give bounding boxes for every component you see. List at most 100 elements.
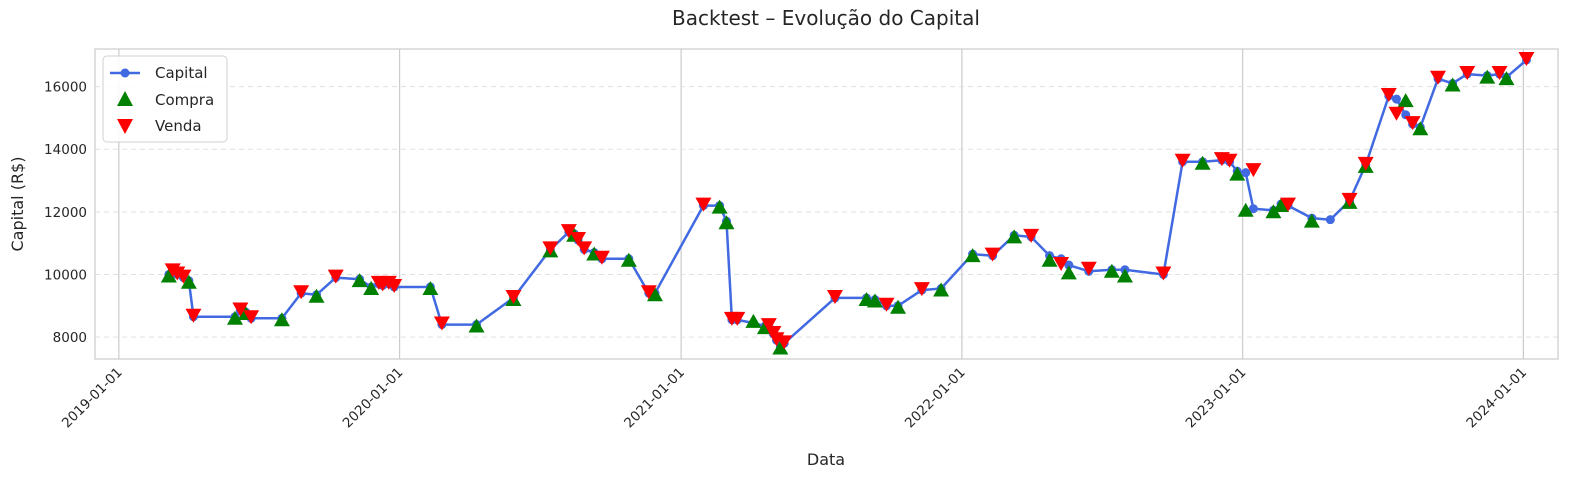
sell-marker — [542, 241, 559, 256]
buy-marker — [1265, 204, 1282, 219]
legend-buy-label: Compra — [155, 91, 214, 109]
y-tick-label: 14000 — [44, 142, 87, 158]
buy-marker — [422, 280, 439, 295]
x-tick-label: 2023-01-01 — [1183, 365, 1250, 432]
buy-marker — [711, 199, 728, 214]
sell-marker — [293, 285, 310, 300]
buy-marker — [1498, 71, 1515, 86]
buy-marker — [1237, 202, 1254, 217]
y-tick-label: 12000 — [44, 205, 87, 221]
capital-point — [1248, 204, 1258, 214]
legend-sell-marker — [117, 119, 133, 134]
buy-marker — [1479, 69, 1496, 84]
y-tick-label: 8000 — [53, 330, 87, 346]
buy-marker — [933, 282, 950, 297]
legend-capital-marker — [120, 68, 130, 78]
sell-marker — [570, 232, 587, 247]
sell-marker — [1491, 66, 1508, 81]
trade-markers — [160, 51, 1535, 355]
sell-marker — [640, 285, 657, 300]
sell-marker — [386, 278, 403, 293]
sell-marker — [1459, 66, 1476, 81]
sell-marker — [1518, 51, 1535, 66]
sell-marker — [1388, 106, 1405, 121]
x-axis-label: Data — [807, 450, 845, 469]
y-tick-label: 10000 — [44, 267, 87, 283]
sell-marker — [984, 247, 1001, 262]
chart-title: Backtest – Evolução do Capital — [672, 6, 980, 30]
sell-marker — [1280, 197, 1297, 212]
buy-marker — [1060, 265, 1077, 280]
sell-marker — [505, 289, 522, 304]
legend-box — [102, 55, 228, 143]
buy-marker — [308, 288, 325, 303]
sell-marker — [327, 269, 344, 284]
buy-marker — [1103, 263, 1120, 278]
buy-marker — [1412, 121, 1429, 136]
buy-marker — [890, 299, 907, 314]
buy-marker — [1041, 252, 1058, 267]
sell-marker — [695, 197, 712, 212]
x-tick-label: 2022-01-01 — [902, 365, 969, 432]
buy-marker — [468, 318, 485, 333]
buy-marker — [745, 313, 762, 328]
x-tick-label: 2021-01-01 — [621, 365, 688, 432]
plot-background — [95, 49, 1558, 359]
sell-marker — [1245, 163, 1262, 178]
y-axis-ticks: 8000 10000 12000 14000 16000 — [44, 80, 87, 347]
sell-marker — [593, 250, 610, 265]
buy-marker — [1273, 198, 1290, 212]
sell-marker — [1174, 153, 1191, 168]
sell-marker — [243, 310, 260, 325]
x-axis-ticks: 2019-01-01 2020-01-01 2021-01-01 2022-01-01… — [59, 365, 1530, 432]
capital-point — [1391, 94, 1401, 104]
sell-marker — [560, 224, 577, 239]
buy-marker — [1116, 268, 1133, 283]
sell-marker — [776, 335, 793, 350]
buy-marker — [180, 274, 197, 289]
buy-marker — [646, 287, 663, 302]
sell-marker — [1404, 116, 1421, 131]
x-tick-label: 2019-01-01 — [59, 365, 126, 432]
sell-marker — [1023, 228, 1040, 243]
sell-marker — [1357, 156, 1374, 171]
buy-marker — [1444, 77, 1461, 92]
sell-marker — [1080, 261, 1097, 276]
buy-marker — [718, 215, 735, 230]
buy-marker — [1229, 166, 1246, 181]
sell-marker — [878, 297, 895, 312]
buy-marker — [363, 280, 380, 295]
sell-marker — [1053, 257, 1070, 272]
buy-marker — [1397, 93, 1414, 108]
capital-point — [1064, 260, 1074, 270]
buy-marker — [1006, 229, 1023, 244]
buy-marker — [351, 273, 368, 288]
sell-marker — [913, 282, 930, 297]
legend-buy-marker — [117, 91, 133, 106]
y-axis-label: Capital (R$) — [8, 157, 27, 252]
x-tick-label: 2024-01-01 — [1463, 365, 1530, 432]
plot-frame — [94, 48, 1559, 360]
sell-marker — [175, 269, 192, 284]
y-tick-label: 16000 — [44, 80, 87, 96]
buy-marker — [1303, 213, 1320, 228]
sell-marker — [1155, 266, 1172, 281]
sell-marker — [826, 289, 843, 304]
buy-marker — [226, 310, 243, 325]
buy-marker — [620, 252, 637, 267]
grid — [95, 49, 1558, 359]
buy-marker — [964, 248, 981, 263]
buy-marker — [866, 293, 883, 308]
sell-marker — [185, 308, 202, 323]
legend: Capital Compra Venda — [102, 55, 228, 143]
x-tick-label: 2020-01-01 — [340, 365, 407, 432]
sell-marker — [232, 302, 249, 317]
capital-point — [1241, 168, 1251, 178]
sell-marker — [1221, 153, 1238, 168]
buy-marker — [273, 312, 290, 327]
capital-point — [1325, 215, 1335, 225]
sell-marker — [760, 318, 777, 333]
buy-marker — [772, 340, 789, 355]
sell-marker — [1430, 70, 1447, 85]
